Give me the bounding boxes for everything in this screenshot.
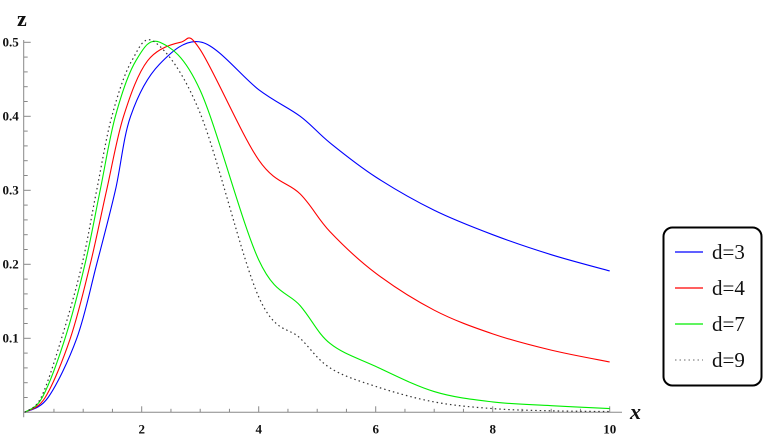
y-tick-label: 0.4	[2, 108, 19, 123]
y-tick-label: 0.5	[2, 34, 19, 49]
x-tick-label: 2	[138, 421, 145, 436]
x-tick-label: 4	[255, 421, 262, 436]
x-tick-label: 10	[603, 421, 616, 436]
series-line-d=3	[24, 40, 610, 413]
x-axis-label: x	[629, 399, 641, 424]
series-line-d=9	[24, 39, 610, 413]
legend-label: d=7	[712, 312, 745, 336]
y-tick-label: 0.1	[2, 330, 18, 345]
y-tick-label: 0.3	[2, 182, 19, 197]
legend-label: d=3	[712, 240, 745, 264]
legend-box	[662, 226, 763, 387]
legend: d=3 d=4 d=7 d=9	[662, 226, 763, 387]
curves	[24, 37, 610, 413]
x-tick-label: 8	[489, 421, 496, 436]
x-tick-label: 6	[372, 421, 379, 436]
series-line-d=4	[24, 37, 610, 413]
axes: 2 4 6 8 10 0.1 0.2 0.3 0.4 0.5	[2, 34, 622, 436]
legend-label: d=9	[712, 348, 745, 372]
legend-label: d=4	[712, 276, 745, 300]
series-line-d=7	[24, 40, 610, 413]
y-axis-label: z	[17, 6, 27, 31]
y-tick-label: 0.2	[2, 256, 18, 271]
